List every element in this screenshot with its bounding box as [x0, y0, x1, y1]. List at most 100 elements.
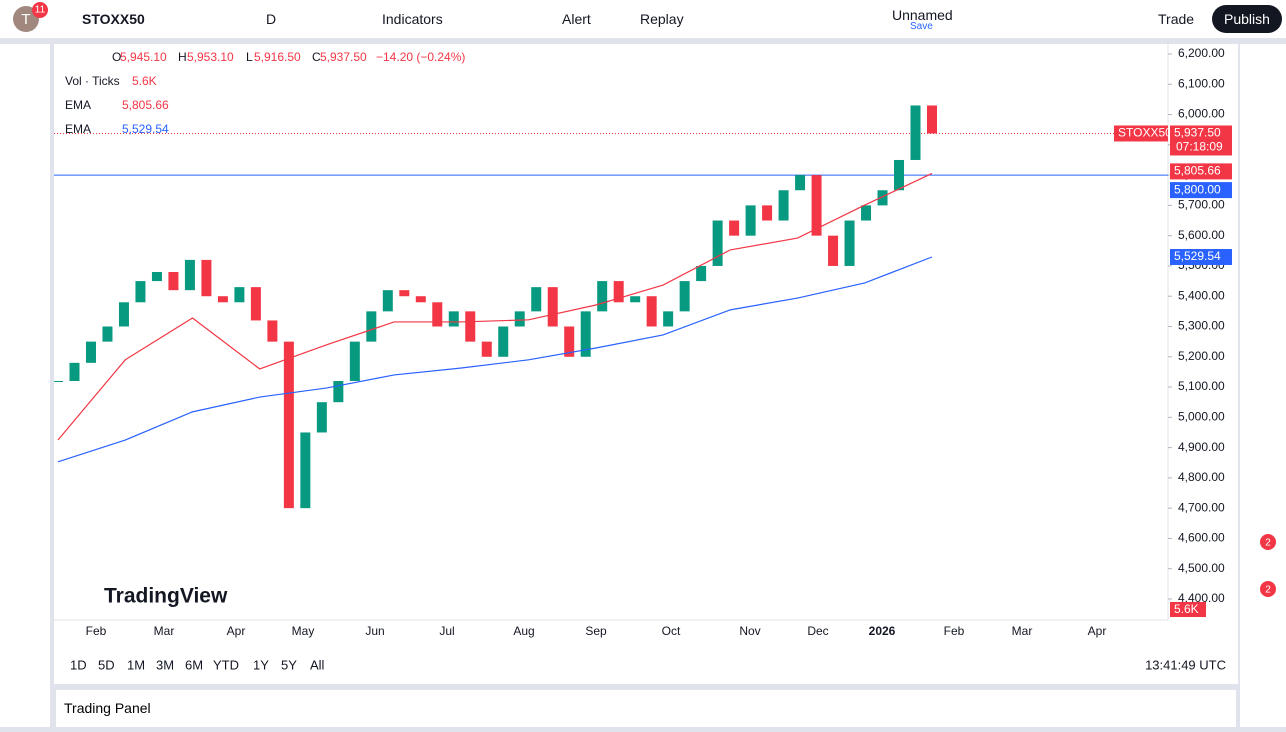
y-tick-label: 5,000.00 [1178, 410, 1225, 424]
last-price-tag-bg [1170, 125, 1232, 142]
candle [69, 362, 80, 381]
candle [217, 296, 228, 303]
save[interactable]: Save [910, 21, 933, 32]
ema1-tag: 5,805.66 [1174, 164, 1221, 178]
legend-ema1: 5,805.66 [122, 98, 169, 112]
chart: 6,200.006,100.006,000.005,900.005,800.00… [54, 44, 1238, 684]
ema2-tag-bg [1170, 249, 1232, 266]
candle [498, 326, 509, 357]
range-button[interactable]: All [310, 657, 325, 672]
ema-line [57, 172, 933, 441]
candle [102, 326, 113, 342]
indicators[interactable]: Indicators [382, 11, 443, 27]
candle [679, 281, 690, 312]
legend-close: 5,937.50 [320, 50, 367, 64]
layout-name[interactable]: Unnamed [892, 7, 953, 23]
legend-change: −14.20 (−0.24%) [376, 50, 465, 64]
candle [168, 272, 179, 291]
y-tick-label: 5,300.00 [1178, 319, 1225, 333]
badge: 2 [1265, 585, 1271, 596]
candle [877, 190, 888, 206]
legend-ema2: 5,529.54 [122, 122, 169, 136]
candle [844, 220, 855, 266]
range-button[interactable]: YTD [213, 657, 239, 672]
candle [712, 220, 723, 266]
candle [795, 175, 806, 191]
y-tick-label: 6,200.00 [1178, 46, 1225, 60]
candle [349, 341, 360, 381]
y-tick-label: 4,500.00 [1178, 561, 1225, 575]
x-tick-label: Jun [365, 624, 384, 638]
candle [910, 105, 921, 160]
candle [366, 311, 377, 342]
candle [283, 341, 294, 509]
candle [646, 296, 657, 327]
ema2-tag: 5,529.54 [1174, 249, 1221, 263]
avatar[interactable]: T 11 [0, 0, 50, 38]
x-tick-label: Aug [513, 624, 534, 638]
candle [54, 381, 63, 382]
candle [745, 205, 756, 236]
candle [118, 302, 129, 327]
range-button[interactable]: 5Y [281, 657, 297, 672]
candle [250, 287, 261, 321]
y-tick-label: 6,100.00 [1178, 76, 1225, 90]
range-button[interactable]: 5D [98, 657, 115, 672]
range-button[interactable]: 3M [156, 657, 174, 672]
candle [514, 311, 525, 327]
left-toolbar [0, 44, 50, 727]
x-tick-label: Dec [807, 624, 828, 638]
candle [696, 265, 707, 282]
badge: 2 [1265, 538, 1271, 549]
candle [432, 302, 443, 327]
candle [613, 281, 624, 303]
legend-ema1-label: EMA [65, 98, 91, 112]
candle [382, 290, 393, 312]
countdown-bg [1170, 140, 1232, 156]
ema1-tag-bg [1170, 163, 1232, 180]
legend-open-prefix: O [112, 50, 121, 64]
candle [151, 272, 162, 282]
symbol-tag-bg [1114, 125, 1168, 142]
candle [300, 432, 311, 509]
y-tick-label: 5,400.00 [1178, 288, 1225, 302]
range-button[interactable]: 1D [70, 657, 87, 672]
hline-tag-bg [1170, 182, 1232, 199]
candle [630, 296, 641, 303]
trading-panel: Trading Panel [56, 690, 1236, 727]
candle [778, 190, 789, 221]
legend-close-prefix: C [312, 50, 321, 64]
candle [811, 175, 822, 236]
legend-low-prefix: L [246, 50, 253, 64]
symbol[interactable]: STOXX50 [82, 11, 145, 27]
candle [894, 159, 905, 191]
publish[interactable]: Publish [1212, 5, 1282, 33]
sidebar-icons: 22 [1260, 534, 1276, 597]
range-button[interactable]: 1M [127, 657, 145, 672]
candle [201, 259, 212, 297]
candle [267, 320, 278, 342]
candle [828, 235, 839, 266]
interval[interactable]: D [266, 11, 277, 27]
panel-title[interactable]: Trading Panel [64, 700, 151, 716]
candle [135, 281, 146, 303]
alert[interactable]: Alert [562, 11, 591, 27]
y-tick-label: 4,400.00 [1178, 591, 1225, 605]
candle [547, 287, 558, 327]
candle [448, 311, 459, 327]
x-tick-label: Jul [439, 624, 454, 638]
range-button[interactable]: 6M [185, 657, 203, 672]
x-tick-label: Mar [154, 624, 175, 638]
legend-volume-label: Vol · Ticks [65, 74, 120, 88]
x-tick-label: Feb [944, 624, 965, 638]
x-tick-label: Feb [86, 624, 107, 638]
x-tick-label: Mar [1012, 624, 1033, 638]
replay[interactable]: Replay [640, 11, 684, 27]
legend-open: 5,945.10 [120, 50, 167, 64]
legend-volume: 5.6K [132, 74, 157, 88]
trade[interactable]: Trade [1158, 11, 1195, 27]
range-button[interactable]: 1Y [253, 657, 269, 672]
watermark: TradingView [104, 585, 228, 608]
